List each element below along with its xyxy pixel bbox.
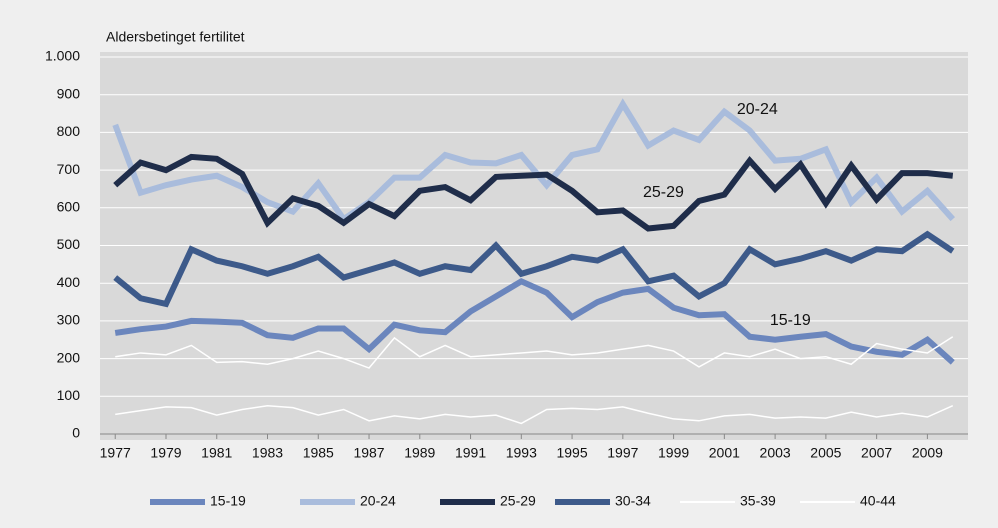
y-tick-label: 1.000	[45, 48, 80, 64]
y-tick-label: 300	[57, 312, 81, 328]
y-tick-label: 400	[57, 274, 81, 290]
x-tick-label: 1981	[201, 445, 232, 461]
x-tick-label: 1987	[353, 445, 384, 461]
x-tick-label: 2003	[760, 445, 791, 461]
annotation: 15-19	[770, 312, 811, 329]
y-axis-label: Aldersbetinget fertilitet	[106, 29, 245, 45]
line-series	[114, 277, 955, 365]
legend-label: 30-34	[615, 493, 651, 509]
y-tick-label: 200	[57, 349, 81, 365]
x-tick-label: 1995	[556, 445, 587, 461]
x-tick-label: 1983	[252, 445, 283, 461]
y-tick-label: 0	[72, 425, 80, 441]
x-tick-label: 1993	[506, 445, 537, 461]
y-tick-label: 100	[57, 387, 81, 403]
y-tick-label: 900	[57, 85, 81, 101]
y-tick-label: 500	[57, 236, 81, 252]
x-tick-label: 1997	[607, 445, 638, 461]
annotation: 25-29	[643, 184, 684, 201]
legend-label: 15-19	[210, 493, 246, 509]
legend-label: 35-39	[740, 493, 776, 509]
line-series	[113, 230, 955, 308]
legend-label: 20-24	[360, 493, 396, 509]
x-tick-label: 2005	[810, 445, 841, 461]
y-tick-label: 700	[57, 161, 81, 177]
x-tick-label: 1979	[150, 445, 181, 461]
x-tick-label: 1989	[404, 445, 435, 461]
y-tick-label: 800	[57, 123, 81, 139]
x-tick-label: 2007	[861, 445, 892, 461]
x-tick-label: 1977	[100, 445, 131, 461]
annotation: 20-24	[737, 101, 778, 118]
x-tick-label: 2009	[912, 445, 943, 461]
x-tick-label: 2001	[709, 445, 740, 461]
legend-label: 40-44	[860, 493, 896, 509]
x-tick-label: 1991	[455, 445, 486, 461]
x-tick-label: 1999	[658, 445, 689, 461]
line-series	[115, 404, 954, 425]
legend-label: 25-29	[500, 493, 536, 509]
line-series	[115, 336, 954, 369]
line-series	[113, 153, 954, 232]
x-tick-label: 1985	[303, 445, 334, 461]
y-tick-label: 600	[57, 199, 81, 215]
